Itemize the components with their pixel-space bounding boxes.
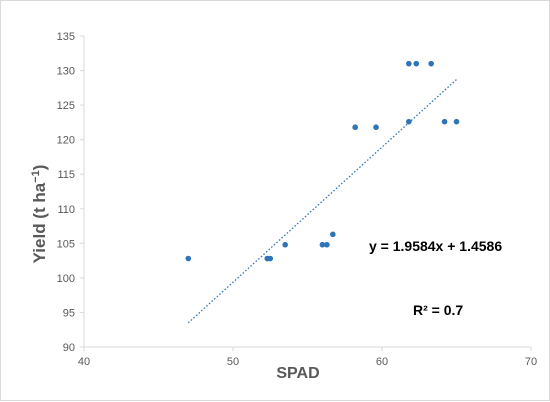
x-tick-label: 60 [376, 356, 388, 368]
y-tick-label: 95 [63, 307, 75, 319]
data-point [267, 255, 274, 262]
data-point [441, 118, 448, 125]
data-point [282, 241, 288, 248]
data-point [185, 255, 192, 262]
data-point [406, 60, 412, 67]
y-tick-label: 120 [57, 135, 75, 147]
data-point [413, 60, 420, 67]
y-tick-label: 100 [57, 273, 75, 285]
x-tick-labels: 40 50 60 70 [78, 356, 537, 368]
trendline [187, 79, 457, 324]
x-tick-label: 70 [525, 356, 537, 368]
y-tick-label: 110 [57, 204, 75, 216]
y-tick-label: 105 [57, 238, 75, 250]
y-tick-label: 115 [57, 169, 75, 181]
data-point [352, 124, 358, 131]
x-tick-label: 40 [78, 356, 90, 368]
data-point [453, 118, 460, 125]
y-tick-label: 90 [63, 342, 75, 354]
data-point [428, 60, 434, 67]
data-point [319, 241, 326, 248]
r-squared-label: R² = 0.7 [413, 302, 463, 318]
axes [80, 35, 532, 351]
data-point [324, 241, 330, 248]
regression-equation: y = 1.9584x + 1.4586 [369, 238, 502, 254]
y-tick-label: 135 [57, 31, 75, 43]
y-tick-label: 130 [57, 66, 75, 78]
data-point [373, 124, 379, 131]
y-tick-labels: 90 95 100 105 110 115 120 125 130 135 [57, 31, 75, 354]
y-axis-title: Yield (t ha−1) [30, 165, 49, 264]
x-axis-title: SPAD [276, 365, 319, 382]
x-tick-label: 50 [227, 356, 239, 368]
y-tick-label: 125 [57, 100, 75, 112]
data-point [406, 118, 412, 125]
data-points [185, 60, 460, 262]
data-point [330, 231, 336, 238]
